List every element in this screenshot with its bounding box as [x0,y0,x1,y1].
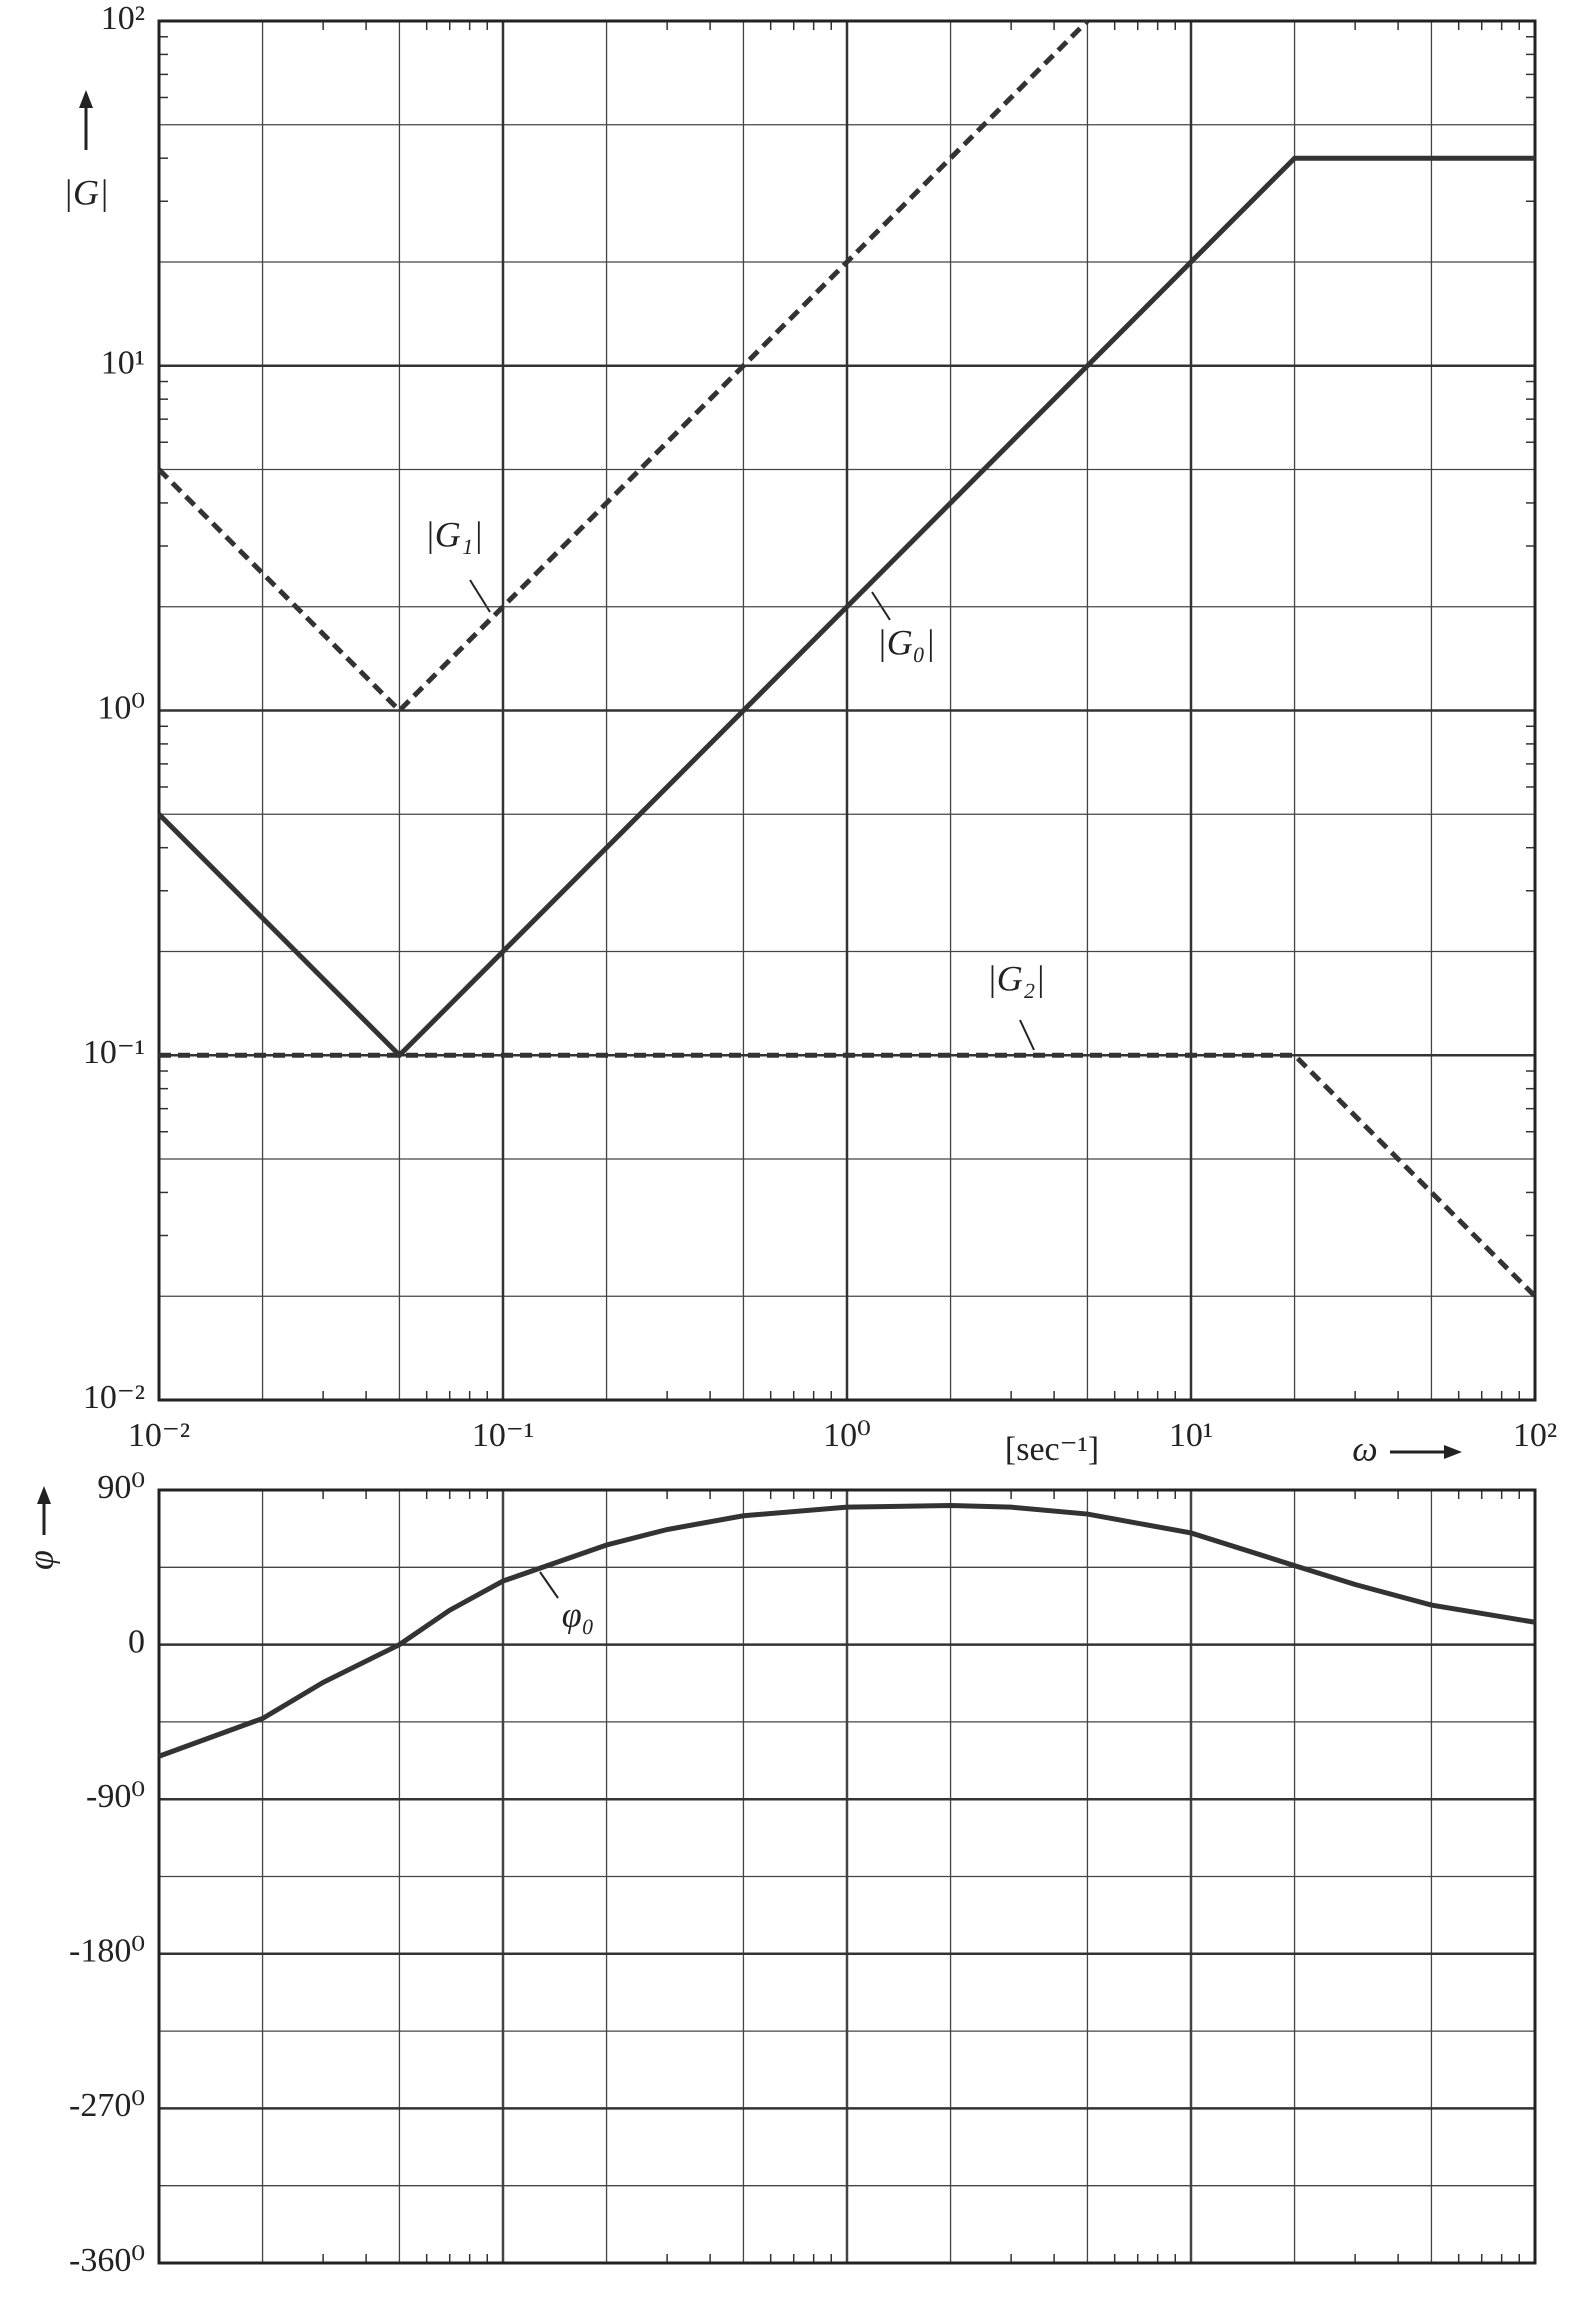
plot-frame [157,1488,1537,2265]
y-tick-label: 10² [101,0,145,37]
x-tick-label: 10² [1513,1417,1557,1454]
axis-arrow-head [37,1486,51,1504]
y-tick-label: -90⁰ [86,1778,145,1815]
y-tick-label: 10⁻¹ [83,1034,145,1071]
x-tick-label: 10⁻² [128,1417,190,1454]
axis-arrow-head [79,90,93,108]
x-unit-label: [sec⁻¹] [1005,1431,1099,1468]
y-tick-label: -360⁰ [69,2242,145,2279]
series-line [157,155,1535,1059]
series-annotation: φ₀ [562,1594,594,1634]
x-tick-label: 10⁻¹ [472,1417,534,1454]
plot-frame [157,19,1537,1402]
y-tick-label: 10⁻² [83,1379,145,1416]
series-annotation: |G₀| [877,622,935,662]
y-axis-label: |G| [63,172,109,212]
y-tick-label: 10¹ [101,345,145,382]
x-tick-label: 10¹ [1169,1417,1213,1454]
axis-arrow-head [1444,1445,1462,1459]
leader [1019,1019,1035,1051]
leader [871,591,891,621]
x-tick-label: 10⁰ [823,1417,871,1454]
y-tick-label: 0 [128,1623,145,1660]
y-tick-label: -270⁰ [69,2087,145,2124]
y-tick-label: 10⁰ [97,689,145,726]
x-axis-label: ω [1352,1428,1377,1468]
y-axis-label: φ [20,1550,60,1570]
leader [539,1571,559,1599]
series-line [158,1502,1536,1759]
y-tick-label: 90⁰ [97,1469,145,1506]
y-tick-label: -180⁰ [69,1933,145,1970]
series-annotation: |G₂| [987,958,1045,998]
series-line [157,19,1090,715]
series-annotation: |G₁| [425,514,483,554]
